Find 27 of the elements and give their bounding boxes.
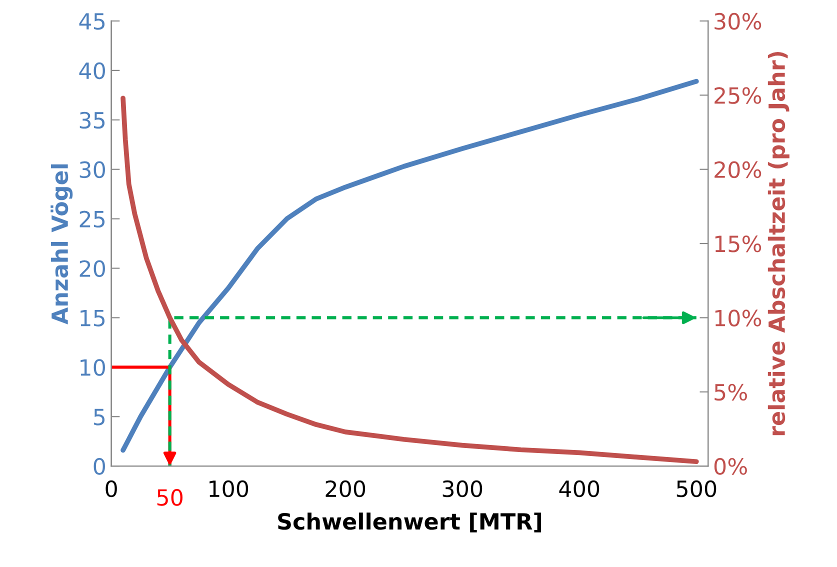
y-tick-label: 5	[94, 408, 105, 426]
x-tick-label: 200	[326, 480, 366, 498]
y2-axis-title: relative Abschaltzeit (pro Jahr)	[768, 52, 790, 436]
y2-tick-label: 15%	[715, 235, 762, 252]
y-tick-label: 40	[79, 62, 105, 80]
y2-tick-label: 5%	[714, 384, 747, 401]
y-tick-label: 20	[80, 260, 105, 278]
y-axis-title: Anzahl Vögel	[50, 164, 73, 324]
y-tick-label: 45	[79, 13, 105, 30]
y-tick-label: 0	[94, 458, 105, 475]
x-axis-title: Schwellenwert [MTR]	[278, 512, 541, 532]
y-tick-label: 15	[80, 310, 105, 326]
annotation: 50	[157, 489, 182, 506]
y2-tick-label: 10%	[715, 310, 762, 326]
y-tick-label: 10	[80, 359, 105, 376]
y-tick-label: 25	[80, 210, 105, 228]
y2-tick-label: 25%	[714, 87, 762, 104]
y-tick-label: 30	[80, 161, 105, 178]
y2-tick-label: 0%	[714, 458, 747, 475]
x-tick-label: 100	[210, 480, 248, 498]
x-tick-label: 300	[442, 480, 482, 498]
y2-tick-label: 20%	[714, 161, 762, 178]
x-tick-label: 0	[106, 480, 117, 498]
x-tick-label: 500	[676, 480, 716, 498]
y2-tick-label: 30%	[714, 12, 762, 30]
x-tick-label: 400	[559, 480, 600, 498]
y-tick-label: 35	[80, 112, 105, 129]
